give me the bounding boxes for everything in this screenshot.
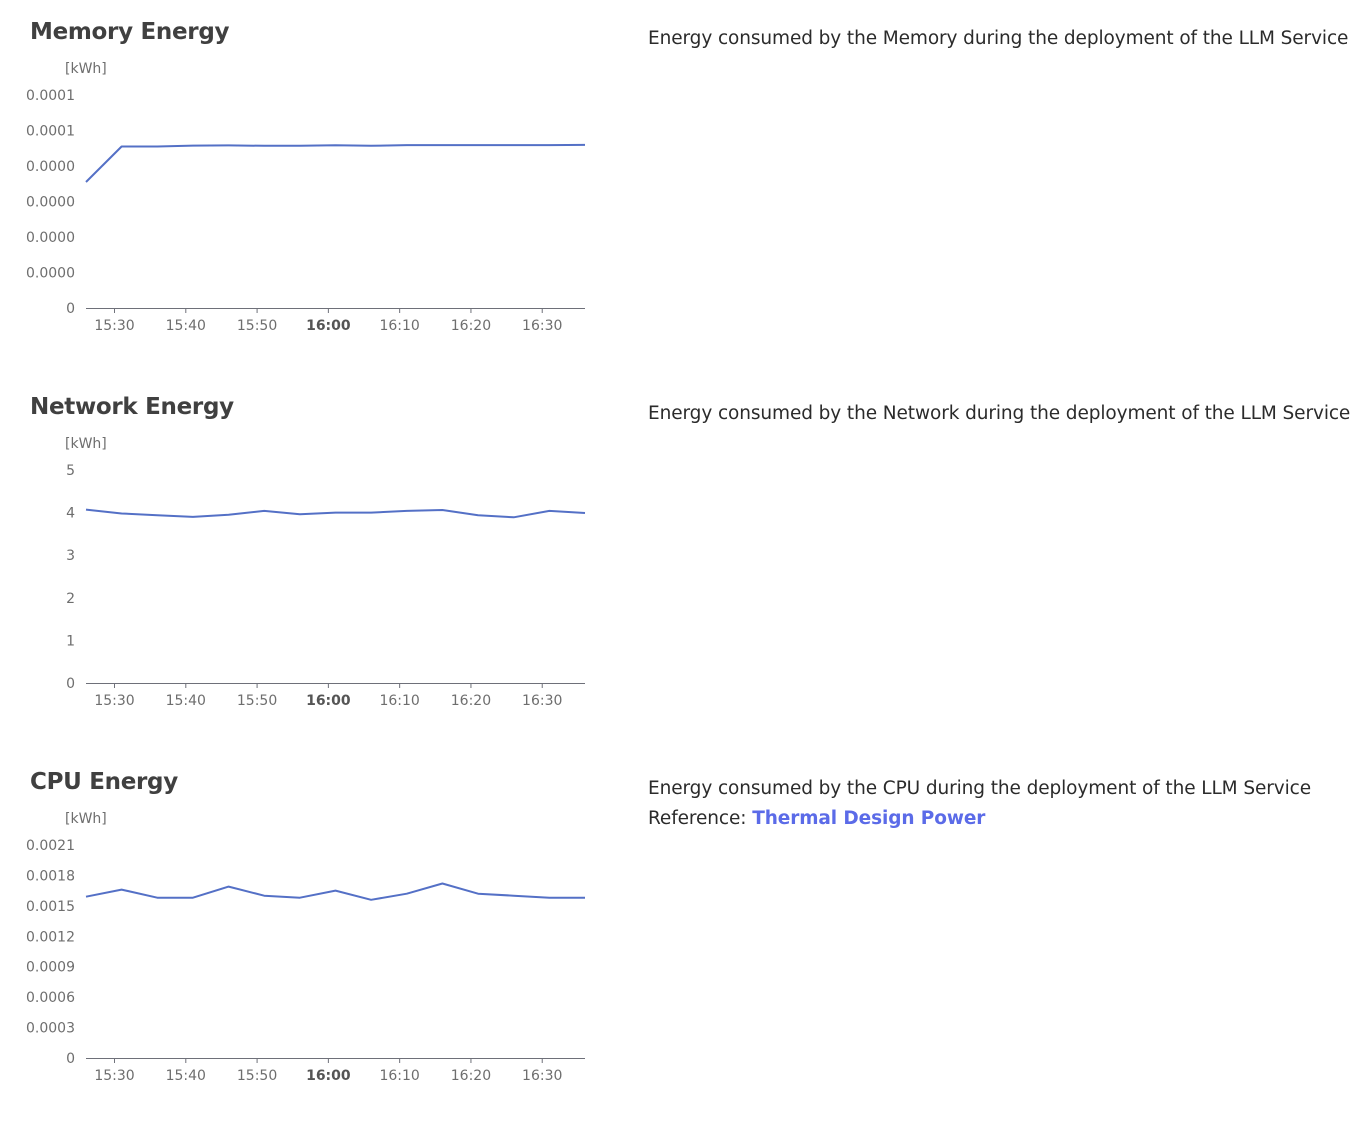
x-tick-label: 15:30 [94, 693, 134, 709]
y-tick-label: 0 [66, 301, 75, 317]
chart-description: Energy consumed by the Network during th… [648, 399, 1351, 429]
chart-description: Energy consumed by the CPU during the de… [648, 774, 1348, 834]
description-text: Energy consumed by the CPU during the de… [648, 778, 1311, 799]
x-tick-label: 16:10 [379, 318, 419, 334]
y-tick-label: 3 [66, 548, 75, 564]
y-tick-label: 0.0006 [26, 990, 75, 1006]
series-line [85, 508, 586, 519]
y-tick-label: 4 [66, 506, 75, 522]
y-tick-label: 0.0001 [26, 88, 75, 104]
y-tick-label: 0.0003 [26, 1021, 75, 1037]
x-tick-label: 16:30 [522, 693, 562, 709]
x-tick-label: 15:40 [166, 1068, 206, 1084]
network-energy-section: Network Energy [kWh] 0 1 2 3 4 5 15:30 15:40 15:5… [0, 375, 1351, 750]
reference-line: Reference: Thermal Design Power [648, 804, 1348, 834]
y-tick-label: 0.0021 [26, 838, 75, 854]
thermal-design-power-link[interactable]: Thermal Design Power [752, 808, 986, 829]
x-tick-label: 16:00 [306, 1068, 351, 1084]
y-tick-label: 2 [66, 591, 75, 607]
series-line [85, 143, 586, 183]
x-tick-label: 15:50 [237, 693, 277, 709]
x-tick-label: 15:30 [94, 318, 134, 334]
y-tick-label: 0 [66, 676, 75, 692]
memory-energy-section: Memory Energy [kWh] 0 0.0000 0.0000 0.0000 0.… [0, 0, 1351, 375]
chart-title: CPU Energy [30, 769, 178, 795]
y-tick-label: 0 [66, 1051, 75, 1067]
x-tick-label: 16:10 [379, 1068, 419, 1084]
chart-title: Memory Energy [30, 19, 230, 45]
y-tick-label: 0.0000 [26, 230, 75, 246]
series-line [85, 882, 585, 901]
y-tick-label: 0.0001 [26, 124, 75, 140]
y-tick-label: 0.0018 [26, 868, 75, 884]
x-tick-label: 16:20 [451, 693, 491, 709]
memory-energy-chart: [kWh] 0 0.0000 0.0000 0.0000 0.0000 0.0001 0.00… [26, 61, 586, 334]
y-axis-unit-label: [kWh] [65, 811, 107, 827]
x-tick-label: 15:40 [166, 693, 206, 709]
x-tick-label: 16:10 [379, 693, 419, 709]
network-energy-chart: [kWh] 0 1 2 3 4 5 15:30 15:40 15:50 16:00 16:10 16:2… [65, 436, 586, 709]
x-tick-label: 15:40 [166, 318, 206, 334]
x-tick-label: 16:20 [451, 318, 491, 334]
y-tick-label: 5 [66, 463, 75, 479]
x-tick-label: 16:00 [306, 318, 351, 334]
x-tick-label: 15:50 [237, 318, 277, 334]
y-tick-label: 0.0012 [26, 929, 75, 945]
reference-label: Reference: [648, 808, 753, 829]
description-text: Energy consumed by the Memory during the… [648, 28, 1349, 49]
y-tick-label: 0.0000 [26, 266, 75, 282]
y-axis-unit-label: [kWh] [65, 61, 107, 77]
x-tick-label: 15:30 [94, 1068, 134, 1084]
chart-description: Energy consumed by the Memory during the… [648, 24, 1348, 54]
y-tick-label: 0.0000 [26, 159, 75, 175]
x-tick-label: 16:20 [451, 1068, 491, 1084]
x-tick-label: 15:50 [237, 1068, 277, 1084]
y-tick-label: 0.0015 [26, 899, 75, 915]
y-tick-label: 0.0009 [26, 960, 75, 976]
description-text: Energy consumed by the Network during th… [648, 403, 1351, 424]
x-tick-label: 16:30 [522, 1068, 562, 1084]
cpu-energy-chart: [kWh] 0 0.0003 0.0006 0.0009 0.0012 0.0015 0.00… [26, 811, 585, 1084]
y-axis-unit-label: [kWh] [65, 436, 107, 452]
x-tick-label: 16:30 [522, 318, 562, 334]
chart-title: Network Energy [30, 394, 234, 420]
cpu-energy-section: CPU Energy [kWh] 0 0.0003 0.0006 0.0009 0.001… [0, 750, 1351, 1125]
y-tick-label: 1 [66, 633, 75, 649]
x-tick-label: 16:00 [306, 693, 351, 709]
y-tick-label: 0.0000 [26, 195, 75, 211]
